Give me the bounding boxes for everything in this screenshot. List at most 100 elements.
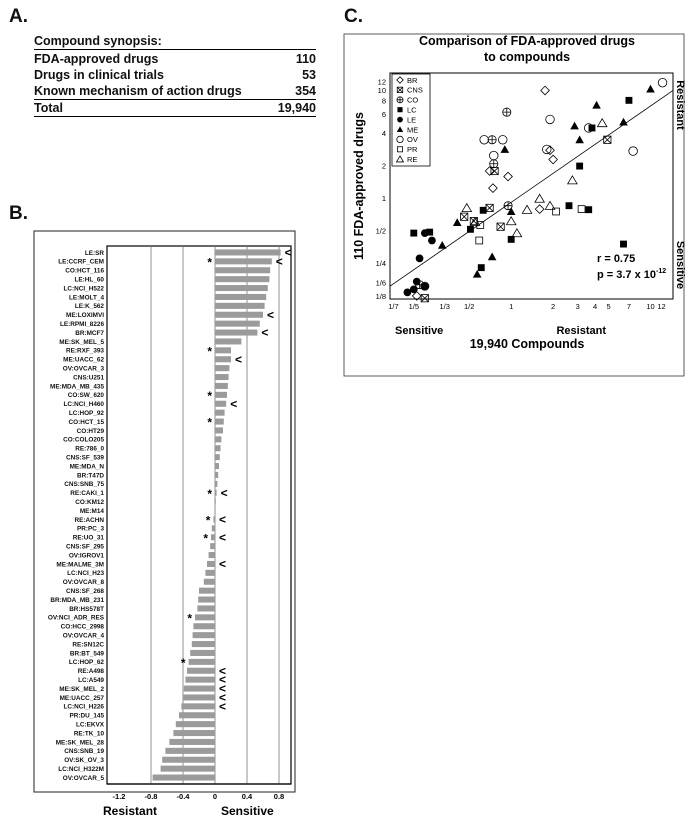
synopsis-row: Drugs in clinical trials 53 — [34, 67, 316, 83]
synopsis-row: FDA-approved drugs 110 — [34, 51, 316, 67]
caret-marker: < — [235, 352, 242, 366]
legend-label: CNS — [407, 86, 423, 95]
series-lc — [410, 96, 633, 272]
asterisk-marker: * — [207, 344, 212, 358]
bar — [205, 569, 215, 576]
square-filled-marker — [397, 107, 403, 113]
bar — [215, 329, 258, 336]
circleplus-cross — [489, 159, 498, 168]
x-tick-label: 3 — [576, 302, 580, 311]
triangle-open-marker — [505, 215, 517, 226]
square-filled-marker — [410, 229, 418, 237]
circle-filled-marker — [397, 116, 403, 123]
diamond-marker — [540, 85, 550, 96]
series-br — [411, 85, 558, 301]
circle-open-marker — [498, 135, 508, 145]
bar — [215, 249, 281, 256]
boxx-cross — [603, 135, 612, 144]
circle-filled-marker — [420, 282, 429, 291]
synopsis-total-label: Total — [34, 101, 63, 115]
circle-open-marker — [479, 135, 489, 145]
asterisk-marker: * — [187, 611, 192, 625]
y-tick-label: 10 — [378, 86, 386, 95]
category-label: ME:SK_MEL_5 — [59, 339, 104, 346]
panel-c-letter: C. — [344, 6, 363, 27]
caret-marker: < — [219, 664, 226, 678]
p-statistic: p = 3.7 x 10-12 — [597, 268, 666, 281]
category-label: PR:DU_145 — [70, 713, 105, 720]
category-label: RE:UO_31 — [73, 535, 105, 542]
synopsis-row-value: 354 — [295, 84, 316, 98]
triangle-open-marker — [566, 175, 578, 185]
circleplus-cross — [503, 201, 513, 210]
series-re — [461, 117, 608, 238]
bar — [215, 285, 268, 292]
diamond-marker — [548, 154, 558, 165]
series-cns — [420, 135, 612, 303]
x-tick-label: 0.8 — [274, 792, 284, 801]
bar — [215, 267, 271, 274]
category-label: BR:MDA_MB_231 — [50, 597, 104, 604]
bar — [215, 507, 216, 514]
triangle-open-marker — [511, 228, 523, 238]
bar — [173, 730, 215, 737]
triangle-filled-marker — [472, 269, 482, 278]
legend-label: CO — [407, 96, 418, 105]
asterisk-marker: * — [207, 487, 212, 501]
triangle-open-marker — [469, 216, 481, 226]
y-tick-label: 1 — [382, 194, 386, 203]
category-label: LE:K_562 — [75, 303, 105, 310]
circleplus-cross — [396, 96, 404, 103]
bar — [208, 552, 215, 559]
circle-filled-marker — [428, 236, 436, 245]
category-label: RE:RXF_393 — [66, 348, 104, 355]
category-label: LC:NCI_H322M — [58, 766, 104, 773]
bar — [207, 560, 215, 567]
square-filled-marker — [477, 264, 485, 272]
bar — [215, 400, 227, 407]
category-label: LE:CCRF_CEM — [58, 259, 104, 266]
circle-open-marker — [583, 123, 594, 133]
triangle-filled-marker — [592, 100, 601, 109]
boxx-cross — [485, 203, 494, 212]
category-label: PR:PC_3 — [77, 526, 104, 533]
square-filled-marker — [565, 202, 573, 210]
category-label: LC:EKVX — [76, 721, 105, 728]
square-filled-marker — [625, 96, 633, 104]
category-label: LC:NCI_H460 — [64, 401, 105, 408]
triangle-open-marker — [521, 204, 533, 214]
bar — [215, 409, 225, 416]
bar — [215, 320, 260, 327]
diamond-marker — [545, 145, 555, 156]
category-label: CO:HCT_15 — [68, 419, 104, 426]
y-tick-label: 1/8 — [376, 292, 386, 301]
caret-marker: < — [267, 308, 274, 322]
bar — [215, 293, 267, 300]
bar — [181, 703, 215, 710]
series-me — [437, 84, 655, 278]
square-open-marker — [475, 236, 484, 245]
square-filled-marker — [576, 162, 584, 170]
y-tick-label: 6 — [382, 110, 386, 119]
bar — [215, 418, 224, 425]
synopsis-bottom-rule — [34, 116, 316, 117]
boxx-marker — [490, 166, 499, 176]
category-label: RE:SN12C — [72, 641, 104, 648]
legend-label: LC — [407, 106, 417, 115]
x-tick-label: 10 — [646, 302, 654, 311]
x-tick-label: -0.8 — [145, 792, 158, 801]
bar — [215, 374, 229, 381]
boxx-marker — [420, 294, 429, 303]
x-tick-label: 1/3 — [439, 302, 449, 311]
synopsis-row-label: FDA-approved drugs — [34, 52, 159, 66]
panel-a-letter: A. — [9, 6, 28, 27]
x-tick-label: 1 — [509, 302, 513, 311]
category-label: LE:HL_60 — [75, 276, 105, 283]
bar — [215, 436, 222, 443]
bar — [215, 427, 223, 434]
synopsis-total-row: Total 19,940 — [34, 99, 316, 116]
bar — [215, 347, 231, 354]
asterisk-marker: * — [207, 389, 212, 403]
category-label: CO:HCC_2998 — [61, 624, 105, 631]
bar — [175, 721, 215, 728]
